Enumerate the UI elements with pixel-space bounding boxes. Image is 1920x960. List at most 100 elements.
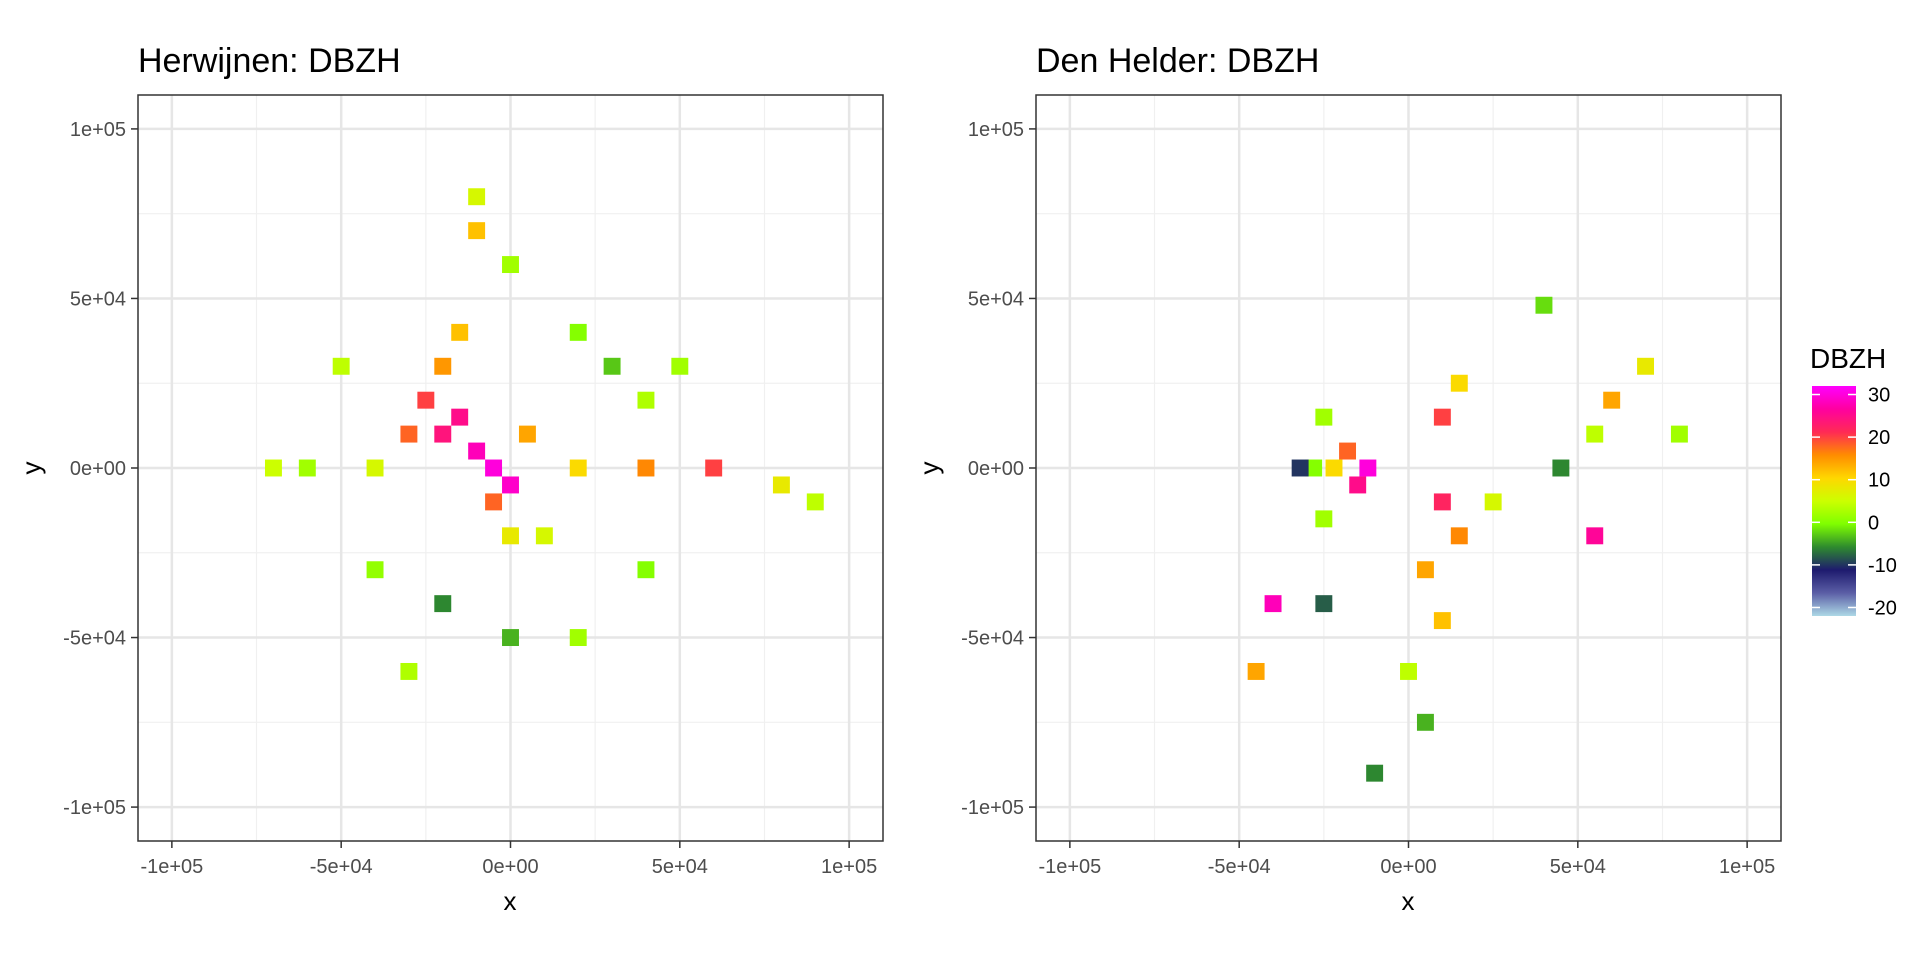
radar-cell	[671, 357, 689, 375]
radar-cell	[1315, 510, 1333, 528]
x-tick-label: -1e+05	[140, 856, 203, 878]
x-tick-label: 5e+04	[652, 856, 708, 878]
y-tick-label: -5e+04	[961, 628, 1024, 650]
x-axis-ticks: -1e+05 -5e+04 0e+00 5e+04 1e+05	[140, 841, 877, 878]
radar-cell	[1450, 374, 1468, 392]
radar-cell	[502, 476, 519, 494]
radar-cell	[1339, 442, 1357, 460]
radar-cell	[366, 561, 384, 579]
radar-cell	[451, 408, 469, 426]
x-axis-label: x	[1402, 886, 1415, 916]
radar-cell	[485, 493, 503, 511]
x-tick-label: 5e+04	[1550, 856, 1606, 878]
radar-cell	[434, 425, 452, 443]
radar-cell	[1433, 612, 1451, 630]
x-tick-label: -5e+04	[1208, 856, 1271, 878]
radar-cell	[772, 476, 790, 494]
radar-cell	[1366, 764, 1384, 782]
radar-cell	[264, 459, 282, 477]
grid	[1036, 95, 1781, 841]
radar-cell	[417, 391, 435, 409]
x-axis-ticks: -1e+05 -5e+04 0e+00 5e+04 1e+05	[1038, 841, 1775, 878]
y-tick-label: -1e+05	[63, 797, 126, 819]
y-tick-label: -5e+04	[63, 628, 126, 650]
legend-tick-label: 30	[1868, 385, 1890, 407]
radar-cell	[1359, 459, 1377, 477]
legend-tick-label: -10	[1868, 555, 1897, 577]
radar-cell	[400, 662, 418, 680]
x-tick-label: 1e+05	[1719, 856, 1775, 878]
radar-cell	[468, 222, 486, 240]
radar-cell	[1535, 296, 1553, 314]
legend-title: DBZH	[1810, 343, 1886, 374]
legend-ticks: 30 20 10 0 -10 -20	[1812, 385, 1897, 619]
radar-cell	[1315, 408, 1333, 426]
y-axis-label: y	[16, 462, 46, 475]
radar-cell	[1325, 459, 1343, 477]
y-tick-label: 1e+05	[968, 119, 1024, 141]
radar-cell	[1450, 527, 1468, 545]
radar-cell	[434, 357, 452, 375]
radar-cell	[502, 527, 519, 545]
radar-cell	[569, 459, 587, 477]
radar-cell	[1603, 391, 1621, 409]
radar-cell	[1552, 459, 1570, 477]
legend-tick-label: 20	[1868, 427, 1890, 449]
radar-cell	[1400, 662, 1417, 680]
radar-cell	[298, 459, 316, 477]
radar-cell	[1484, 493, 1502, 511]
panel-den-helder: Den Helder: DBZH -1e+05 -5e+04 0e+00 5e+04 1…	[914, 42, 1782, 916]
x-tick-label: 0e+00	[482, 856, 538, 878]
radar-cell	[637, 459, 655, 477]
y-tick-label: 5e+04	[968, 288, 1024, 310]
radar-cell	[332, 357, 350, 375]
radar-cell	[434, 595, 452, 613]
legend: DBZH 30 20 10 0 -10 -20	[1810, 343, 1897, 619]
legend-tick-label: 10	[1868, 470, 1890, 492]
y-axis-ticks: -1e+05 -5e+04 0e+00 5e+04 1e+05	[961, 119, 1036, 819]
radar-cell	[806, 493, 824, 511]
y-axis-label: y	[914, 462, 944, 475]
radar-cell	[502, 256, 519, 274]
x-tick-label: -1e+05	[1038, 856, 1101, 878]
data-cells	[1247, 296, 1688, 782]
radar-cell	[451, 323, 469, 341]
radar-cell	[518, 425, 536, 443]
radar-cell	[1264, 595, 1282, 613]
radar-cell	[637, 391, 655, 409]
x-axis-label: x	[504, 886, 517, 916]
y-tick-label: 1e+05	[70, 119, 126, 141]
legend-tick-label: 0	[1868, 512, 1879, 534]
radar-cell	[569, 323, 587, 341]
radar-cell	[1433, 408, 1451, 426]
radar-cell	[1416, 713, 1434, 731]
x-tick-label: 1e+05	[821, 856, 877, 878]
radar-cell	[1247, 662, 1265, 680]
radar-cell	[468, 442, 486, 460]
radar-cell	[603, 357, 621, 375]
panel-title: Herwijnen: DBZH	[138, 42, 401, 80]
legend-tick-label: -20	[1868, 597, 1897, 619]
radar-cell	[1305, 459, 1323, 477]
y-tick-label: 0e+00	[968, 458, 1024, 480]
x-tick-label: -5e+04	[310, 856, 373, 878]
panel-herwijnen: Herwijnen: DBZH -1e+05 -5e+04 0e+00 5e+04 1e…	[16, 42, 884, 916]
data-cells	[264, 188, 824, 680]
y-axis-ticks: -1e+05 -5e+04 0e+00 5e+04 1e+05	[63, 119, 138, 819]
radar-cell	[1315, 595, 1333, 613]
radar-cell	[569, 629, 587, 647]
radar-cell	[485, 459, 503, 477]
y-tick-label: 0e+00	[70, 458, 126, 480]
radar-cell	[1586, 527, 1604, 545]
radar-cell	[1349, 476, 1367, 494]
panel-title: Den Helder: DBZH	[1036, 42, 1319, 80]
x-tick-label: 0e+00	[1380, 856, 1436, 878]
radar-cell	[1637, 357, 1655, 375]
radar-cell	[468, 188, 486, 206]
radar-cell	[366, 459, 384, 477]
radar-cell	[1416, 561, 1434, 579]
radar-cell	[705, 459, 723, 477]
radar-cell	[1586, 425, 1604, 443]
radar-cell	[637, 561, 655, 579]
